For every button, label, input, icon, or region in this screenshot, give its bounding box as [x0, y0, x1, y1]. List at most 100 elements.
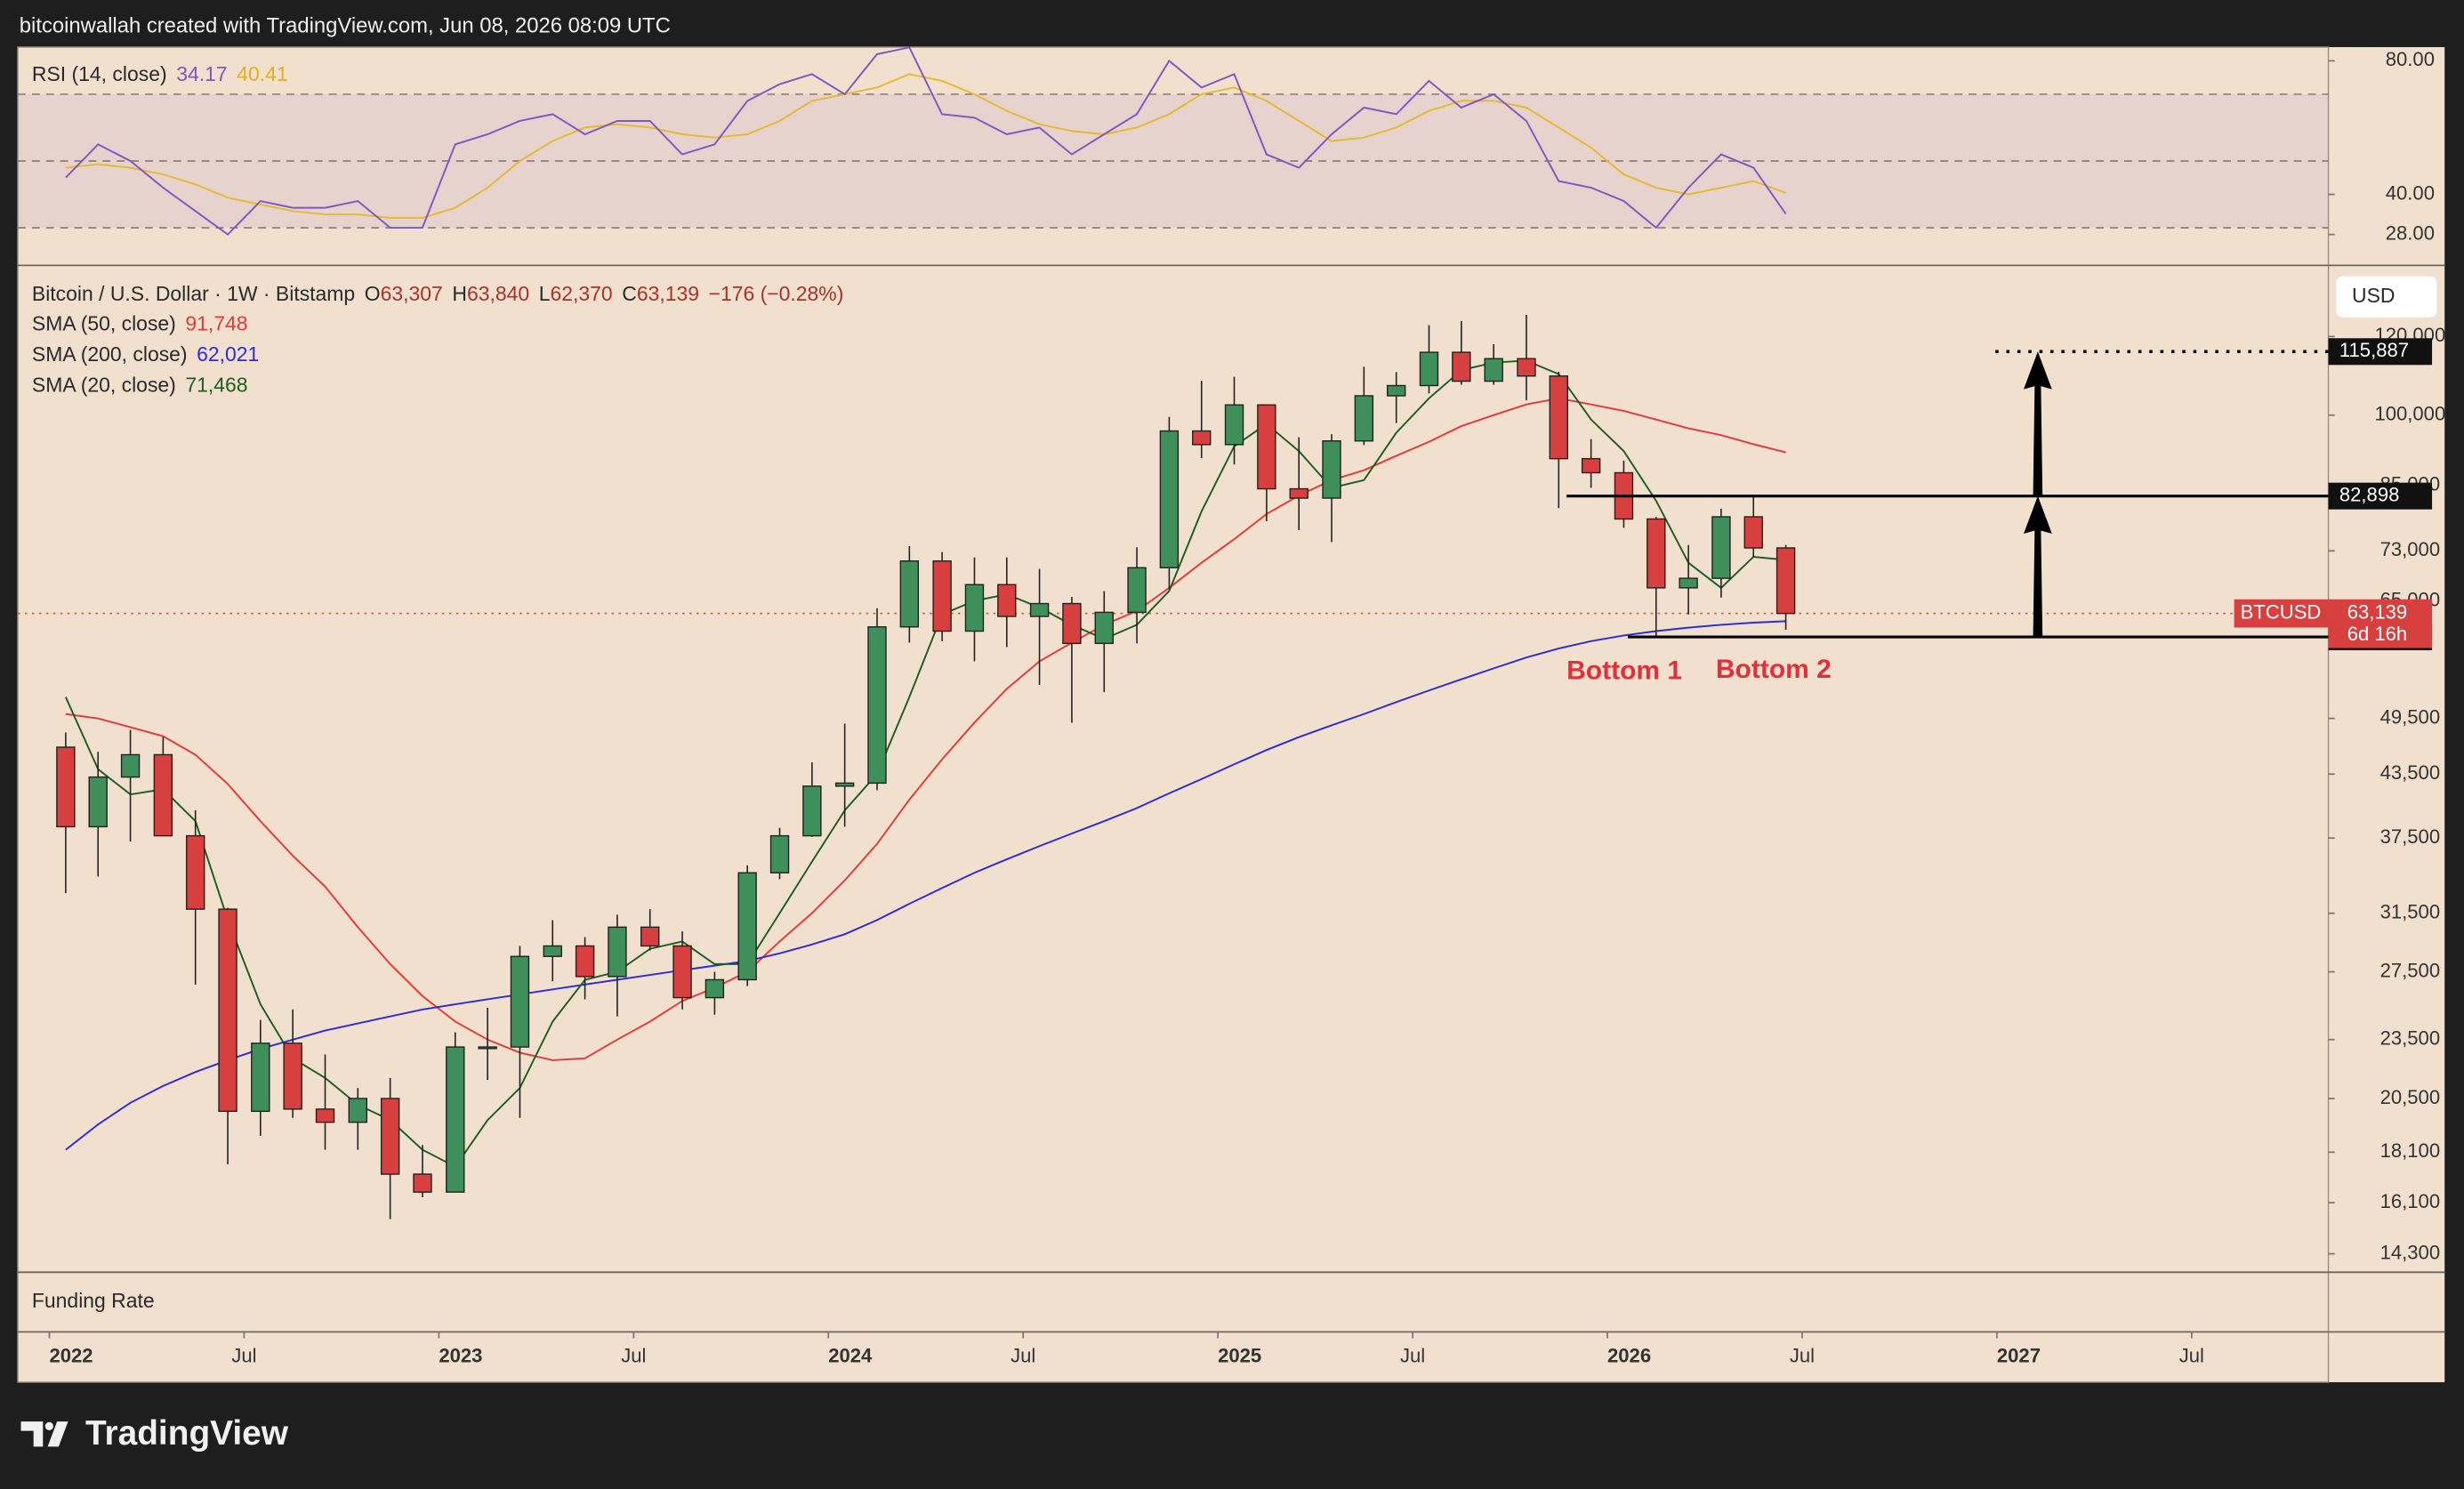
change: −176 (−0.28%): [709, 282, 844, 305]
y-tick-label: 18,100: [2380, 1139, 2440, 1162]
candle-body: [510, 955, 530, 1048]
funding-rate-label: Funding Rate: [32, 1289, 155, 1312]
candle-body: [1127, 567, 1147, 614]
y-tick-label: 14,300: [2380, 1241, 2440, 1263]
series-line: [65, 397, 1786, 1061]
price-tag-countdown: 6d 16h: [2347, 623, 2407, 645]
candle-body: [1517, 358, 1536, 377]
logo-text: TradingView: [85, 1414, 289, 1453]
y-tick-label: 16,100: [2380, 1190, 2440, 1212]
level-tag: [2328, 338, 2433, 366]
candle-body: [1776, 547, 1796, 615]
rsi-title: RSI (14, close): [32, 62, 167, 85]
candle-body: [802, 785, 822, 837]
currency[interactable]: USD: [2352, 284, 2395, 307]
rsi-legend: RSI (14, close) 34.17 40.41: [32, 62, 288, 85]
tradingview-logo: [20, 1421, 68, 1447]
logo-mark: [20, 1421, 68, 1447]
ohlc-value: 62,370: [550, 282, 612, 305]
candle-body: [1289, 487, 1308, 499]
x-tick-label: 2025: [1218, 1344, 1261, 1366]
sma-legend-entry: SMA (50, close) 91,748: [32, 312, 248, 335]
y-tick-label: 80.00: [2386, 48, 2435, 70]
price-tag-value: 63,139: [2347, 600, 2407, 623]
x-tick-label: 2027: [1997, 1344, 2041, 1366]
candle-body: [705, 978, 725, 999]
price-tag: [2234, 599, 2329, 628]
x-tick-label: Jul: [621, 1344, 646, 1366]
candle-body: [997, 584, 1017, 617]
x-tick-label: 2022: [49, 1344, 93, 1366]
logo-dot: [44, 1421, 53, 1430]
candle-body: [478, 1046, 497, 1050]
y-tick-label: 73,000: [2380, 538, 2440, 560]
symbol-title: Bitcoin / U.S. Dollar · 1W · Bitstamp: [32, 282, 355, 305]
candle-body: [56, 746, 76, 828]
candle-body: [1581, 457, 1601, 474]
candle-body: [1192, 430, 1212, 446]
x-tick-label: Jul: [1790, 1344, 1815, 1366]
x-tick-label: 2026: [1607, 1344, 1651, 1366]
candle-body: [543, 945, 562, 957]
sma-value: 71,468: [185, 373, 247, 396]
annotation: Bottom 2: [1716, 655, 1832, 684]
candle-body: [380, 1098, 400, 1175]
y-tick-label: 31,500: [2380, 901, 2440, 923]
chart-background: [18, 46, 2445, 1382]
x-tick-label: Jul: [2179, 1344, 2204, 1366]
ohlc-value: 63,139: [637, 282, 699, 305]
sma-legend: SMA (50, close) 91,748 SMA (200, close) 62,…: [32, 312, 259, 397]
x-tick-label: Jul: [231, 1344, 256, 1366]
candle-body: [120, 753, 141, 778]
candle-body: [640, 926, 660, 947]
candle-body: [932, 560, 952, 632]
sma-name: SMA (20, close): [32, 373, 176, 396]
candle-body: [1743, 516, 1763, 549]
annotation: Bottom 1: [1566, 656, 1682, 686]
ohlc-value: 63,307: [381, 282, 443, 305]
candle-body: [1679, 577, 1698, 589]
sma-value: 62,021: [197, 342, 259, 366]
rsi-value: 34.17: [176, 62, 227, 85]
price-tag-symbol: BTCUSD: [2241, 600, 2322, 623]
candle-body: [899, 560, 920, 628]
candle-body: [1354, 395, 1374, 442]
candle-body: [964, 584, 985, 632]
x-tick-label: Jul: [1400, 1344, 1425, 1366]
candle-body: [867, 626, 887, 785]
candle-body: [834, 782, 855, 787]
price-legend: Bitcoin / U.S. Dollar · 1W · Bitstamp O63…: [32, 282, 843, 305]
series-line: [65, 620, 1786, 1151]
candle-body: [737, 872, 757, 981]
sma-name: SMA (200, close): [32, 342, 188, 366]
x-tick-label: Jul: [1011, 1344, 1035, 1366]
candle-body: [1322, 440, 1341, 499]
candle-body: [1647, 518, 1666, 589]
candle-body: [672, 945, 692, 999]
rsi-ma-value: 40.41: [237, 62, 287, 85]
candle-body: [1386, 384, 1406, 397]
y-tick-label: 28.00: [2386, 221, 2435, 244]
candle-body: [608, 926, 627, 978]
plot-border: [17, 46, 2330, 1383]
target-arrow: [2023, 495, 2052, 638]
candle-body: [1029, 602, 1050, 617]
y-tick-label: 43,500: [2380, 761, 2440, 784]
currency-box[interactable]: [2336, 276, 2437, 318]
header: bitcoinwallah created with TradingView.c…: [20, 13, 671, 37]
candle-body: [185, 834, 205, 910]
y-tick-label: 40.00: [2386, 181, 2435, 204]
level-tag: [2328, 482, 2433, 510]
candle-body: [446, 1046, 465, 1193]
sma-legend-entry: SMA (200, close) 62,021: [32, 342, 259, 366]
sma-legend-entry: SMA (20, close) 71,468: [32, 373, 248, 396]
sma-name: SMA (50, close): [32, 312, 176, 335]
candle-body: [315, 1108, 335, 1123]
candle-body: [575, 945, 595, 978]
candle-body: [1711, 516, 1731, 579]
y-tick-label: 20,500: [2380, 1086, 2440, 1108]
candle-body: [1094, 611, 1114, 645]
candle-body: [251, 1042, 270, 1113]
y-tick-label: 49,500: [2380, 705, 2440, 728]
